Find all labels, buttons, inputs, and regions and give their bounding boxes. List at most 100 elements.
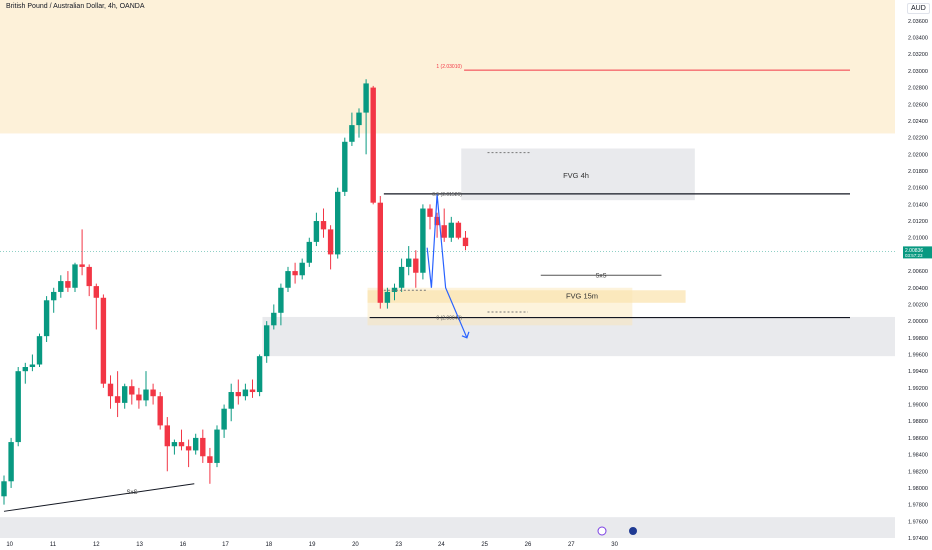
y-tick-label: 2.01000 [908,236,928,242]
candle-body [235,392,241,397]
fib-1-label: 1 (2.03010) [436,64,462,70]
candle-body [384,291,391,303]
y-tick-label: 2.01200 [908,219,928,225]
candle-body [51,291,57,301]
y-tick-label: 2.00400 [908,286,928,292]
y-tick-label: 1.97400 [908,536,928,542]
candle-body [143,389,149,401]
fib-0-label: 0 (2.00043) [436,316,462,322]
x-tick-label: 17 [222,542,229,548]
y-tick-label: 1.98000 [908,486,928,492]
y-tick-label: 2.02200 [908,136,928,142]
candle-body [100,297,107,384]
candle-body [278,287,284,313]
candle-body [129,386,135,395]
candle-body [299,262,305,276]
sxs-mid-label: SxS [595,273,606,279]
y-tick-label: 1.99800 [908,336,928,342]
fvg-15m-zone [367,290,686,303]
y-tick-label: 2.02000 [908,152,928,158]
y-tick-label: 1.99200 [908,386,928,392]
fvg-15m-label: FVG 15m [566,292,598,301]
candle-body [342,141,348,192]
y-tick-label: 2.02800 [908,86,928,92]
currency-button[interactable]: AUD [907,3,930,14]
x-tick-label: 16 [180,542,187,548]
projection-path [426,194,468,339]
candle-body [420,208,426,273]
event-icon [597,526,607,536]
candle-body [455,222,462,238]
y-tick-label: 2.03000 [908,69,928,75]
candle-body [327,229,334,255]
lower-gray-zone [262,316,895,357]
candle-body [114,396,121,403]
candle-body [413,258,419,273]
price-tag [903,246,932,259]
y-tick-label: 2.02600 [908,102,928,108]
x-tick-label: 24 [438,542,445,548]
candle-body [193,437,199,451]
candle-body [171,442,178,447]
candle-body [1,481,7,497]
y-tick-label: 2.00200 [908,302,928,308]
y-tick-label: 2.00600 [908,269,928,275]
candle-body [448,222,454,238]
y-tick-label: 2.01600 [908,186,928,192]
candle-body [228,392,234,409]
candle-body [249,389,256,393]
candle-body [221,408,227,430]
candle-body [462,237,469,247]
bottom-gray-zone [0,517,895,538]
candle-body [292,271,298,276]
candle-body [86,266,92,287]
candle-body [136,394,142,401]
x-tick-label: 30 [611,542,618,548]
candle-body [313,221,320,242]
candle-body [335,191,341,255]
candle-body [122,386,128,403]
x-tick-label: 19 [309,542,316,548]
price-tag-value: 2.00836 [905,248,923,254]
price-axis [895,0,932,550]
candle-body [157,396,163,426]
candle-body [306,241,312,263]
candle-body [22,367,28,372]
candle-body [207,456,213,463]
x-tick-label: 25 [481,542,488,548]
candle-body [150,389,156,397]
symbol-title: British Pound / Australian Dollar, 4h, O… [6,3,145,10]
y-tick-label: 1.98800 [908,419,928,425]
candle-body [178,442,185,447]
candle-body [363,83,369,113]
x-tick-label: 10 [6,542,13,548]
candle-body [377,202,383,303]
y-tick-label: 1.97600 [908,519,928,525]
y-tick-label: 1.99400 [908,369,928,375]
candle-body [427,208,433,217]
y-tick-label: 2.03400 [908,36,928,42]
x-tick-label: 18 [265,542,272,548]
candle-body [58,281,64,292]
fvg-15m-extension [367,287,633,326]
projection-arrow-head [461,331,470,339]
y-tick-label: 2.00000 [908,319,928,325]
candle-body [29,364,36,368]
y-tick-label: 2.03200 [908,52,928,58]
y-tick-label: 1.97800 [908,503,928,509]
candle-body [36,336,43,365]
candle-body [107,383,114,397]
y-tick-label: 2.01400 [908,202,928,208]
y-tick-label: 2.03600 [908,19,928,25]
candle-body [356,112,362,126]
y-tick-label: 1.98400 [908,453,928,459]
candle-body [200,437,206,457]
candle-body [264,325,270,357]
y-tick-label: 1.98200 [908,469,928,475]
y-tick-label: 2.01800 [908,169,928,175]
candle-body [79,264,85,267]
candle-body [185,446,192,451]
fvg-4h-label: FVG 4h [563,171,589,180]
candle-body [72,264,78,288]
